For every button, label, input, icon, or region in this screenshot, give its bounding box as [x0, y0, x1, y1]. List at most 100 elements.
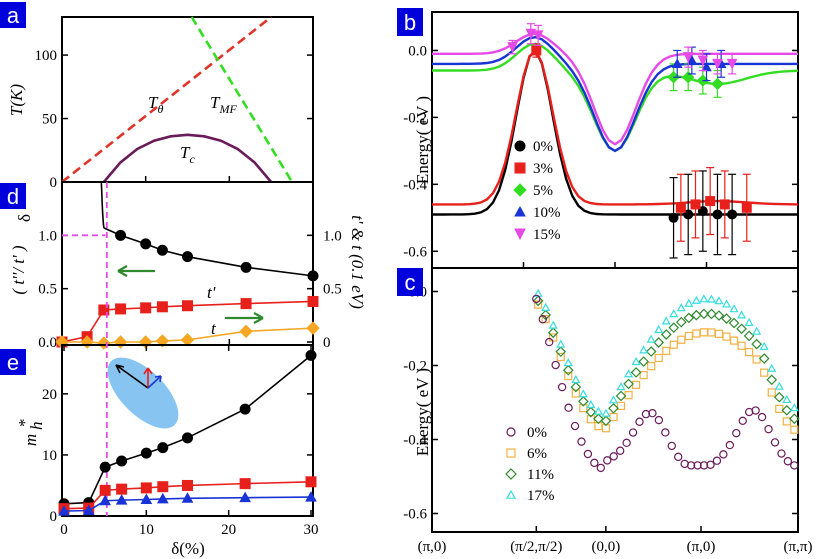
panel-c-point-0pct-40 — [790, 461, 799, 470]
panel-d-ylabel-group: ( t''/ t' ) δ — [9, 214, 34, 295]
panel-c-point-11%-6 — [578, 395, 589, 407]
panel-d-point-square-7 — [240, 298, 252, 310]
panel-c-point-11%-32 — [773, 391, 785, 403]
panel-b-point-4-1 — [697, 55, 709, 67]
panel-c-frame — [431, 267, 799, 533]
panel-a-line-TMF — [190, 16, 294, 183]
panel-c-point-0pct-2 — [545, 337, 554, 347]
panel-c-point-17%-15 — [646, 334, 656, 343]
panel-e-xtick-label-0: 0 — [60, 522, 68, 538]
panel-c-point-0pct-16 — [635, 417, 644, 426]
panel-c-point-17%-26 — [729, 304, 739, 313]
panel-d-point-diamond-5 — [155, 334, 170, 348]
panel-c-point-11%-28 — [743, 330, 755, 342]
panel-c-point-17%-30 — [759, 341, 769, 350]
panel-d-frame — [61, 181, 314, 346]
panel-c-point-11%-7 — [585, 406, 597, 418]
panel-c-point-0pct-12 — [609, 452, 618, 461]
panel-c-point-11%-22 — [698, 308, 710, 320]
panel-b-legend-label-3: 10% — [533, 205, 561, 221]
panel-b-tag: b — [404, 10, 416, 35]
panel-c-point-6%-33 — [782, 417, 791, 426]
panel-c-point-6%-28 — [745, 347, 754, 357]
panel-d-ytick-label-2: 1.0 — [38, 228, 57, 244]
panel-b-point-0-0 — [668, 212, 679, 223]
panel-b-point-1-3 — [719, 199, 730, 210]
panel-e-inset-arrow-red-icon — [143, 367, 153, 388]
panel-c-point-17%-13 — [631, 356, 641, 366]
panel-c-point-11%-20 — [683, 312, 695, 324]
panel-c-xtick-label-2: (0,0) — [591, 539, 620, 555]
panel-c-point-6%-6 — [579, 404, 588, 413]
panel-d-tag: d — [7, 184, 19, 209]
panel-c-point-0pct-10 — [596, 463, 606, 473]
panel-b-point-1-4 — [741, 202, 752, 213]
panel-c-point-11%-9 — [600, 415, 612, 427]
panel-c-point-6%-30 — [760, 368, 769, 377]
panel-d-annotation-t: t — [211, 319, 217, 338]
panel-e-tag: e — [7, 350, 19, 375]
panel-d-ytick-right-label-1: 0.5 — [323, 282, 342, 298]
panel-c-point-11%-0 — [532, 295, 544, 307]
panel-c-point-17%-8 — [593, 406, 603, 415]
panel-b-legend-marker-1 — [514, 162, 526, 174]
panel-b-point-2-3 — [711, 77, 724, 91]
panel-d-line-circle — [103, 227, 314, 277]
panel-c-xtick-label-3: (π,0) — [687, 539, 716, 555]
panel-c-tag-box — [397, 268, 423, 296]
panel-b-point-4-0 — [682, 52, 694, 63]
panel-c-point-17%-10 — [608, 395, 619, 404]
panel-b-legend-marker-2 — [513, 183, 527, 197]
panel-e-ylabel-group: m * h — [15, 419, 46, 447]
panel-c-point-11%-13 — [630, 367, 642, 378]
panel-c-ytick-label-3: -0.6 — [403, 507, 427, 523]
panel-c-point-11%-12 — [623, 378, 634, 390]
panel-e-point-black-7 — [239, 403, 251, 415]
panel-b-point-4-3 — [726, 58, 738, 70]
panel-a-ytick-label-1: 50 — [42, 112, 57, 128]
panel-a-ylabel: T(K) — [7, 84, 26, 116]
panel-d-ytick-right-label-2: 1.0 — [323, 228, 342, 244]
panel-c-point-11%-4 — [562, 364, 574, 376]
panel-e-xtick-label-3: 30 — [304, 522, 319, 538]
panel-c-point-6%-21 — [692, 329, 701, 338]
panel-c-point-17%-11 — [616, 382, 626, 391]
panel-e-point-red-6 — [182, 479, 193, 491]
panel-c-point-11%-17 — [660, 329, 672, 340]
panel-b-point-0-1 — [683, 209, 694, 220]
panel-c-point-6%-25 — [722, 332, 731, 341]
panel-e-xtick-label-1: 10 — [139, 522, 154, 538]
panel-c-point-11%-29 — [751, 338, 763, 350]
panel-d-point-circle-0 — [115, 229, 127, 241]
panel-b-point-7-0 — [507, 42, 518, 53]
panel-e-point-black-5 — [157, 442, 169, 454]
panel-c-point-11%-24 — [713, 310, 725, 321]
panel-c-point-0pct-25 — [693, 461, 702, 470]
panel-c-point-6%-5 — [571, 389, 580, 398]
panel-e-inset-arrow-black-icon — [115, 364, 149, 389]
panel-c-xtick-label-0: (π,0) — [418, 539, 447, 555]
panel-a-label-Tθ: Tθ — [148, 93, 163, 116]
panel-c-point-11%-1 — [540, 309, 552, 321]
panel-c-point-6%-31 — [767, 388, 776, 397]
panel-c-point-17%-6 — [578, 389, 588, 398]
panel-d-point-square-8 — [307, 295, 319, 307]
panel-c-point-0pct-14 — [622, 438, 631, 448]
panel-c-point-17%-4 — [563, 358, 573, 367]
panel-c-point-0pct-20 — [661, 428, 670, 437]
panel-e-point-red-2 — [99, 484, 111, 496]
panel-d-tag-box — [0, 183, 26, 209]
panel-c-point-0pct-19 — [654, 415, 664, 425]
panel-c-point-17%-9 — [601, 408, 611, 417]
panel-c-point-6%-1 — [541, 315, 550, 324]
panel-e-ylabel-sup: * — [15, 419, 34, 428]
panel-c-point-0pct-26 — [699, 461, 709, 470]
panel-b-legend-label-2: 5% — [533, 183, 553, 199]
panel-c-point-11%-14 — [638, 356, 649, 367]
panel-b-band-0pct — [432, 48, 798, 216]
panel-c-point-11%-27 — [736, 323, 747, 335]
panel-c-point-6%-27 — [737, 341, 746, 350]
panel-c-point-11%-25 — [721, 313, 732, 324]
panel-c-point-11%-16 — [653, 337, 665, 348]
